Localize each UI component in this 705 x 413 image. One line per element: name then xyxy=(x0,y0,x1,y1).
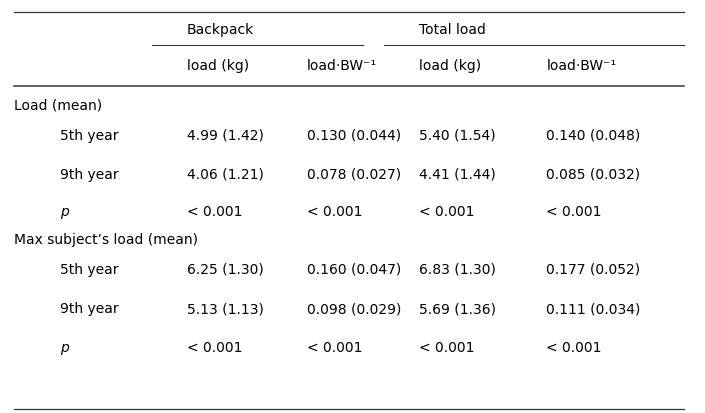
Text: < 0.001: < 0.001 xyxy=(307,340,362,354)
Text: 5.13 (1.13): 5.13 (1.13) xyxy=(187,301,264,316)
Text: 6.25 (1.30): 6.25 (1.30) xyxy=(187,262,264,276)
Text: 0.085 (0.032): 0.085 (0.032) xyxy=(546,167,641,181)
Text: load (kg): load (kg) xyxy=(419,59,482,73)
Text: Backpack: Backpack xyxy=(187,23,254,37)
Text: 0.160 (0.047): 0.160 (0.047) xyxy=(307,262,401,276)
Text: Load (mean): Load (mean) xyxy=(14,98,102,112)
Text: < 0.001: < 0.001 xyxy=(187,205,243,219)
Text: < 0.001: < 0.001 xyxy=(546,205,602,219)
Text: 0.111 (0.034): 0.111 (0.034) xyxy=(546,301,641,316)
Text: Max subject’s load (mean): Max subject’s load (mean) xyxy=(14,233,198,247)
Text: p: p xyxy=(60,205,68,219)
Text: 0.130 (0.044): 0.130 (0.044) xyxy=(307,128,401,142)
Text: 9th year: 9th year xyxy=(60,301,118,316)
Text: 5th year: 5th year xyxy=(60,128,118,142)
Text: 0.098 (0.029): 0.098 (0.029) xyxy=(307,301,401,316)
Text: 6.83 (1.30): 6.83 (1.30) xyxy=(419,262,496,276)
Text: load·BW⁻¹: load·BW⁻¹ xyxy=(307,59,376,73)
Text: < 0.001: < 0.001 xyxy=(419,340,475,354)
Text: 4.06 (1.21): 4.06 (1.21) xyxy=(187,167,264,181)
Text: < 0.001: < 0.001 xyxy=(546,340,602,354)
Text: 4.41 (1.44): 4.41 (1.44) xyxy=(419,167,496,181)
Text: 4.99 (1.42): 4.99 (1.42) xyxy=(187,128,264,142)
Text: Total load: Total load xyxy=(419,23,486,37)
Text: load (kg): load (kg) xyxy=(187,59,249,73)
Text: 9th year: 9th year xyxy=(60,167,118,181)
Text: < 0.001: < 0.001 xyxy=(307,205,362,219)
Text: < 0.001: < 0.001 xyxy=(187,340,243,354)
Text: 5th year: 5th year xyxy=(60,262,118,276)
Text: 0.078 (0.027): 0.078 (0.027) xyxy=(307,167,401,181)
Text: 5.69 (1.36): 5.69 (1.36) xyxy=(419,301,496,316)
Text: p: p xyxy=(60,340,68,354)
Text: load·BW⁻¹: load·BW⁻¹ xyxy=(546,59,616,73)
Text: 0.177 (0.052): 0.177 (0.052) xyxy=(546,262,641,276)
Text: 0.140 (0.048): 0.140 (0.048) xyxy=(546,128,641,142)
Text: 5.40 (1.54): 5.40 (1.54) xyxy=(419,128,496,142)
Text: < 0.001: < 0.001 xyxy=(419,205,475,219)
